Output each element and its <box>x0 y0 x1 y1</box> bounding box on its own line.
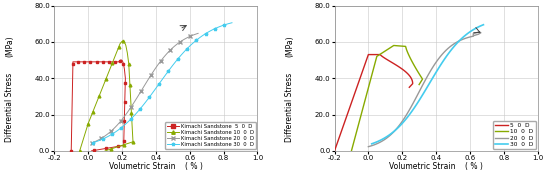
Legend: Kimachi Sandstone  5  0  D, Kimachi Sandstone 10  0  D, Kimachi Sandstone 20  0 : Kimachi Sandstone 5 0 D, Kimachi Sandsto… <box>165 122 256 149</box>
X-axis label: Volumetric Strain    ( % ): Volumetric Strain ( % ) <box>109 162 203 171</box>
Text: (MPa): (MPa) <box>5 35 14 57</box>
Legend: 5  0  D, 10  0  D, 20  0  D, 30  0  D: 5 0 D, 10 0 D, 20 0 D, 30 0 D <box>493 121 536 149</box>
Text: Differential Stress: Differential Stress <box>5 73 14 142</box>
Text: Differential Stress: Differential Stress <box>285 73 294 142</box>
X-axis label: Volumetric Strain    ( % ): Volumetric Strain ( % ) <box>389 162 483 171</box>
Text: (MPa): (MPa) <box>285 35 294 57</box>
